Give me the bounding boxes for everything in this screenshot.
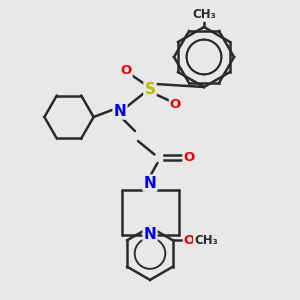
Text: O: O bbox=[183, 151, 195, 164]
Text: O: O bbox=[184, 234, 195, 247]
Text: CH₃: CH₃ bbox=[192, 8, 216, 21]
Text: O: O bbox=[120, 64, 132, 77]
Text: N: N bbox=[144, 176, 156, 190]
Text: S: S bbox=[145, 82, 155, 98]
Text: CH₃: CH₃ bbox=[194, 234, 218, 247]
Text: O: O bbox=[170, 98, 181, 112]
Text: N: N bbox=[144, 227, 156, 242]
Text: N: N bbox=[114, 103, 126, 118]
